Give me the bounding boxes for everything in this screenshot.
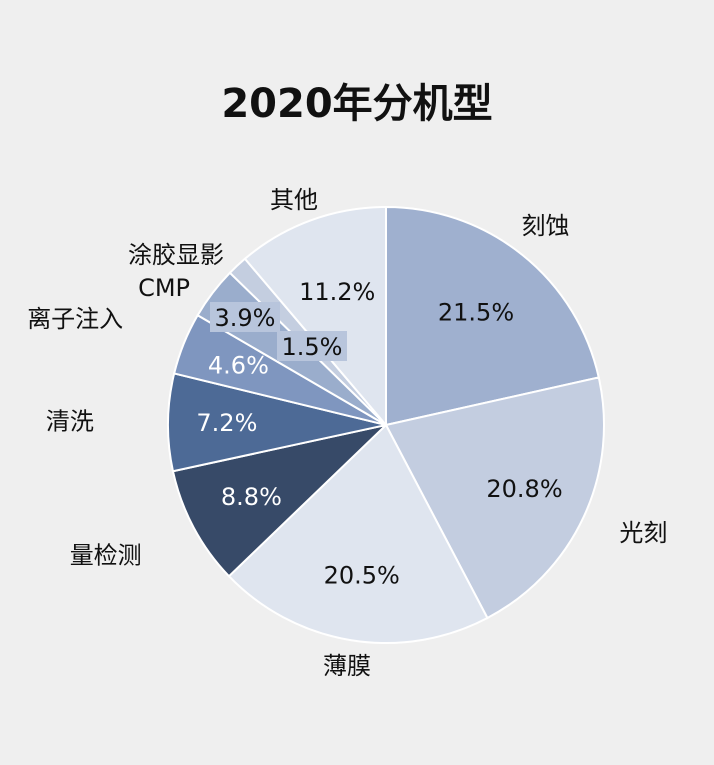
category-label-3: 薄膜 <box>323 652 371 680</box>
chart-title: 2020年分机型 <box>221 81 492 127</box>
pie-slice-9 <box>243 205 387 428</box>
category-label-8: 涂胶显影 <box>128 241 224 269</box>
value-label-6: 4.6% <box>208 352 269 380</box>
category-label-1: 刻蚀 <box>522 212 570 240</box>
category-label-9: 其他 <box>270 186 318 214</box>
value-label-3: 20.5% <box>324 562 400 590</box>
category-label-6: 离子注入 <box>27 305 123 333</box>
category-label-5: 清洗 <box>46 407 94 435</box>
value-label-9: 11.2% <box>299 278 375 306</box>
value-labels: 21.5% 20.8% 20.5% 8.8% 7.2% 4.6% 3.9%1.5% 11.2% <box>196 278 562 590</box>
pie-slice-2 <box>384 376 605 620</box>
value-label-2: 20.8% <box>486 475 562 503</box>
value-label-8: 1.5% <box>282 333 343 361</box>
category-label-2: 光刻 <box>619 519 667 547</box>
value-label-box-7 <box>210 302 280 332</box>
value-label-7: 3.9% <box>215 304 276 332</box>
value-label-4: 8.8% <box>221 483 282 511</box>
category-label-7: CMP <box>138 274 190 302</box>
category-label-4: 量检测 <box>70 541 142 569</box>
value-label-1: 21.5% <box>438 299 514 327</box>
pie-slice-4 <box>171 423 390 578</box>
value-label-5: 7.2% <box>196 409 257 437</box>
pie-slice-5 <box>167 372 387 473</box>
pie-slice-1 <box>385 205 600 427</box>
pie-slice-3 <box>227 423 489 644</box>
value-label-box-8 <box>277 331 347 361</box>
